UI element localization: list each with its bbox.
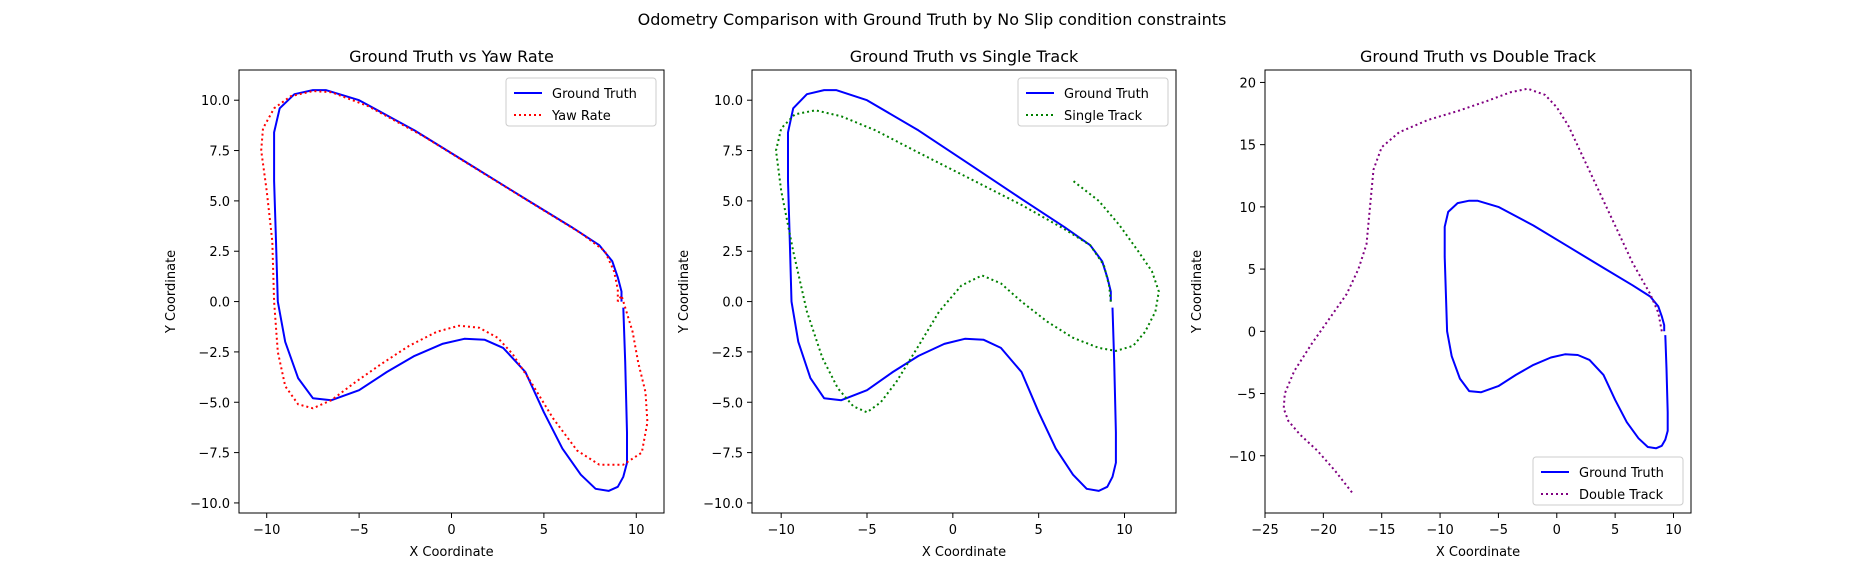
legend: Ground Truth Single Track: [1017, 77, 1169, 127]
x-tick-label: −5: [350, 523, 369, 538]
y-tick-label: 5.0: [209, 195, 230, 210]
legend-box: [1532, 456, 1684, 506]
y-tick-label: 5: [1248, 263, 1256, 278]
axes-frame: [1264, 69, 1692, 514]
y-tick-label: 10.0: [714, 94, 743, 109]
y-tick-label: 5.0: [722, 195, 743, 210]
y-tick-label: 2.5: [722, 245, 743, 260]
legend-box: [505, 77, 657, 127]
x-tick-label: −5: [1489, 523, 1508, 538]
axes-frame: [751, 69, 1177, 514]
y-tick-label: −7.5: [711, 447, 743, 462]
series-line-single-track: [775, 109, 1160, 414]
x-tick-label: 5: [540, 523, 548, 538]
y-tick-label: −10.0: [190, 497, 230, 512]
y-tick-label: −5.0: [198, 396, 230, 411]
legend-box: [1017, 77, 1169, 127]
subplot-1: Ground Truth vs Yaw Rate −10 −5 0 5 10 −10.0 −7…: [164, 47, 665, 560]
subplot-3: Ground Truth vs Double Track −25 −20 −15 −10…: [1190, 47, 1692, 560]
y-tick-label: −10.0: [703, 497, 743, 512]
subplot-2: Ground Truth vs Single Track −10 −5 0 5 10 −10…: [677, 47, 1177, 560]
y-tick-label: 0: [1248, 325, 1256, 340]
legend-label: Ground Truth: [552, 87, 637, 102]
x-tick-label: 0: [949, 523, 957, 538]
x-axis-label: X Coordinate: [1436, 545, 1520, 560]
x-axis-label: X Coordinate: [409, 545, 493, 560]
y-axis-label: Y Coordinate: [164, 250, 179, 334]
legend-label: Single Track: [1064, 109, 1143, 124]
legend-label: Double Track: [1579, 488, 1664, 503]
x-tick-label: 10: [1665, 523, 1682, 538]
x-tick-label: −15: [1368, 523, 1395, 538]
y-tick-label: 0.0: [209, 296, 230, 311]
y-tick-label: 10: [1239, 201, 1256, 216]
y-tick-label: −5: [1237, 388, 1256, 403]
x-tick-label: 10: [1116, 523, 1133, 538]
series-line-ground-truth: [273, 89, 628, 492]
y-axis-label: Y Coordinate: [1190, 250, 1205, 334]
x-tick-label: −10: [767, 523, 794, 538]
axes-frame: [238, 69, 665, 514]
series-line-ground-truth: [1443, 199, 1669, 450]
legend: Ground Truth Double Track: [1532, 456, 1684, 506]
x-tick-label: 0: [447, 523, 455, 538]
subplot-title: Ground Truth vs Yaw Rate: [349, 47, 554, 66]
x-tick-label: 0: [1553, 523, 1561, 538]
x-tick-label: 5: [1611, 523, 1619, 538]
x-axis-label: X Coordinate: [922, 545, 1006, 560]
legend-label: Ground Truth: [1064, 87, 1149, 102]
legend: Ground Truth Yaw Rate: [505, 77, 657, 127]
y-tick-label: −10: [1229, 450, 1256, 465]
x-tick-label: −10: [1426, 523, 1453, 538]
y-axis-label: Y Coordinate: [677, 250, 692, 334]
series-line-double-track: [1282, 87, 1663, 494]
x-tick-label: 10: [628, 523, 645, 538]
y-tick-label: −5.0: [711, 396, 743, 411]
x-tick-label: −25: [1251, 523, 1278, 538]
y-tick-label: −7.5: [198, 447, 230, 462]
y-tick-label: 7.5: [209, 145, 230, 160]
y-tick-label: −2.5: [198, 346, 230, 361]
subplot-title: Ground Truth vs Double Track: [1360, 47, 1597, 66]
series-line-ground-truth: [787, 89, 1117, 492]
x-tick-label: 5: [1035, 523, 1043, 538]
series-line-yaw-rate: [260, 90, 649, 466]
figure-suptitle: Odometry Comparison with Ground Truth by…: [638, 10, 1227, 29]
y-tick-label: 0.0: [722, 296, 743, 311]
x-tick-label: −10: [253, 523, 280, 538]
y-tick-label: 20: [1239, 76, 1256, 91]
y-tick-label: 15: [1239, 139, 1256, 154]
legend-label: Yaw Rate: [551, 109, 611, 124]
x-tick-label: −20: [1310, 523, 1337, 538]
legend-label: Ground Truth: [1579, 466, 1664, 481]
x-tick-label: −5: [857, 523, 876, 538]
y-tick-label: −2.5: [711, 346, 743, 361]
subplot-title: Ground Truth vs Single Track: [850, 47, 1079, 66]
y-tick-label: 10.0: [201, 94, 230, 109]
y-tick-label: 7.5: [722, 145, 743, 160]
y-tick-label: 2.5: [209, 245, 230, 260]
